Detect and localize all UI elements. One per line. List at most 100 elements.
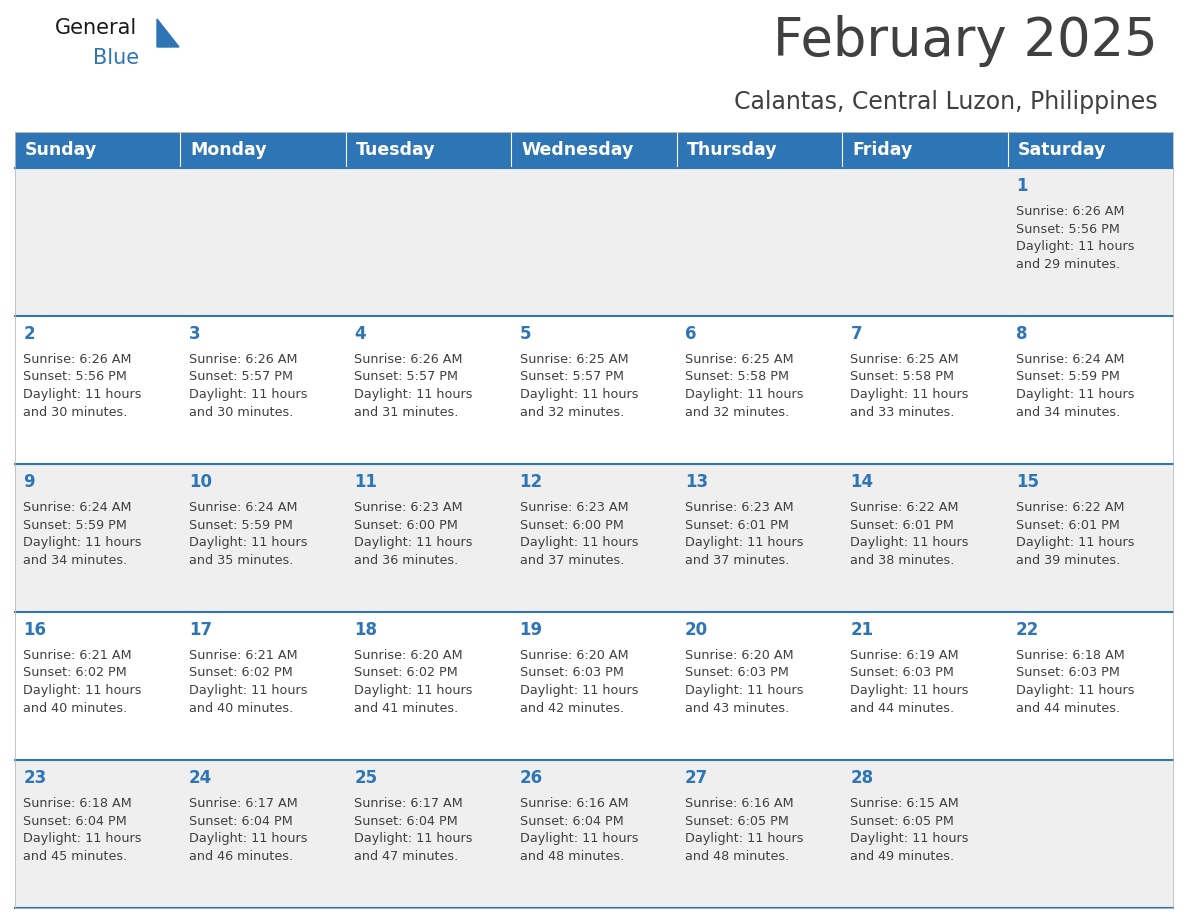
Bar xyxy=(511,464,677,612)
Text: Sunrise: 6:23 AM
Sunset: 6:00 PM
Daylight: 11 hours
and 37 minutes.: Sunrise: 6:23 AM Sunset: 6:00 PM Dayligh… xyxy=(519,501,638,566)
Text: 3: 3 xyxy=(189,325,201,343)
Text: Monday: Monday xyxy=(190,141,267,159)
Text: Friday: Friday xyxy=(852,141,912,159)
Bar xyxy=(15,760,181,908)
Bar xyxy=(346,168,511,316)
Bar xyxy=(842,168,1007,316)
Bar xyxy=(677,760,842,908)
Text: 17: 17 xyxy=(189,621,211,639)
Bar xyxy=(15,612,181,760)
Text: 18: 18 xyxy=(354,621,377,639)
Text: 26: 26 xyxy=(519,769,543,787)
Text: February 2025: February 2025 xyxy=(773,15,1158,67)
Bar xyxy=(15,316,181,464)
Text: 27: 27 xyxy=(685,769,708,787)
Bar xyxy=(346,612,511,760)
Text: 4: 4 xyxy=(354,325,366,343)
Text: 13: 13 xyxy=(685,473,708,491)
Text: 5: 5 xyxy=(519,325,531,343)
Text: 23: 23 xyxy=(24,769,46,787)
Bar xyxy=(842,464,1007,612)
Text: 15: 15 xyxy=(1016,473,1038,491)
Text: Calantas, Central Luzon, Philippines: Calantas, Central Luzon, Philippines xyxy=(734,90,1158,114)
Bar xyxy=(842,760,1007,908)
Text: 16: 16 xyxy=(24,621,46,639)
Polygon shape xyxy=(157,19,179,47)
Bar xyxy=(511,316,677,464)
Bar xyxy=(181,168,346,316)
Text: Sunrise: 6:18 AM
Sunset: 6:03 PM
Daylight: 11 hours
and 44 minutes.: Sunrise: 6:18 AM Sunset: 6:03 PM Dayligh… xyxy=(1016,649,1135,714)
Text: 7: 7 xyxy=(851,325,862,343)
Bar xyxy=(677,168,842,316)
Text: Saturday: Saturday xyxy=(1017,141,1106,159)
Text: General: General xyxy=(55,18,138,38)
Text: Sunrise: 6:20 AM
Sunset: 6:03 PM
Daylight: 11 hours
and 42 minutes.: Sunrise: 6:20 AM Sunset: 6:03 PM Dayligh… xyxy=(519,649,638,714)
Text: Sunrise: 6:22 AM
Sunset: 6:01 PM
Daylight: 11 hours
and 39 minutes.: Sunrise: 6:22 AM Sunset: 6:01 PM Dayligh… xyxy=(1016,501,1135,566)
Text: Sunrise: 6:16 AM
Sunset: 6:05 PM
Daylight: 11 hours
and 48 minutes.: Sunrise: 6:16 AM Sunset: 6:05 PM Dayligh… xyxy=(685,797,803,863)
Text: Wednesday: Wednesday xyxy=(522,141,633,159)
Text: 8: 8 xyxy=(1016,325,1028,343)
Bar xyxy=(511,760,677,908)
Bar xyxy=(15,132,181,168)
Text: Sunrise: 6:19 AM
Sunset: 6:03 PM
Daylight: 11 hours
and 44 minutes.: Sunrise: 6:19 AM Sunset: 6:03 PM Dayligh… xyxy=(851,649,969,714)
Text: 25: 25 xyxy=(354,769,378,787)
Bar xyxy=(677,132,842,168)
Text: 2: 2 xyxy=(24,325,34,343)
Text: Sunrise: 6:23 AM
Sunset: 6:01 PM
Daylight: 11 hours
and 37 minutes.: Sunrise: 6:23 AM Sunset: 6:01 PM Dayligh… xyxy=(685,501,803,566)
Bar xyxy=(346,132,511,168)
Bar xyxy=(677,612,842,760)
Bar xyxy=(842,612,1007,760)
Text: Sunrise: 6:21 AM
Sunset: 6:02 PM
Daylight: 11 hours
and 40 minutes.: Sunrise: 6:21 AM Sunset: 6:02 PM Dayligh… xyxy=(189,649,308,714)
Bar xyxy=(1007,168,1173,316)
Text: Sunrise: 6:26 AM
Sunset: 5:56 PM
Daylight: 11 hours
and 29 minutes.: Sunrise: 6:26 AM Sunset: 5:56 PM Dayligh… xyxy=(1016,205,1135,271)
Text: 22: 22 xyxy=(1016,621,1040,639)
Bar xyxy=(677,316,842,464)
Text: Sunrise: 6:18 AM
Sunset: 6:04 PM
Daylight: 11 hours
and 45 minutes.: Sunrise: 6:18 AM Sunset: 6:04 PM Dayligh… xyxy=(24,797,141,863)
Bar xyxy=(15,464,181,612)
Text: 9: 9 xyxy=(24,473,34,491)
Text: Sunrise: 6:17 AM
Sunset: 6:04 PM
Daylight: 11 hours
and 46 minutes.: Sunrise: 6:17 AM Sunset: 6:04 PM Dayligh… xyxy=(189,797,308,863)
Bar xyxy=(842,316,1007,464)
Text: Sunrise: 6:24 AM
Sunset: 5:59 PM
Daylight: 11 hours
and 34 minutes.: Sunrise: 6:24 AM Sunset: 5:59 PM Dayligh… xyxy=(1016,353,1135,419)
Bar xyxy=(1007,612,1173,760)
Text: 20: 20 xyxy=(685,621,708,639)
Text: 21: 21 xyxy=(851,621,873,639)
Bar xyxy=(677,464,842,612)
Text: 11: 11 xyxy=(354,473,377,491)
Text: 10: 10 xyxy=(189,473,211,491)
Text: Sunrise: 6:20 AM
Sunset: 6:02 PM
Daylight: 11 hours
and 41 minutes.: Sunrise: 6:20 AM Sunset: 6:02 PM Dayligh… xyxy=(354,649,473,714)
Bar xyxy=(346,760,511,908)
Bar xyxy=(181,612,346,760)
Bar xyxy=(1007,760,1173,908)
Bar xyxy=(511,612,677,760)
Text: 1: 1 xyxy=(1016,177,1028,195)
Text: Thursday: Thursday xyxy=(687,141,777,159)
Text: 28: 28 xyxy=(851,769,873,787)
Text: 24: 24 xyxy=(189,769,211,787)
Bar xyxy=(181,316,346,464)
Bar xyxy=(1007,316,1173,464)
Text: Sunrise: 6:17 AM
Sunset: 6:04 PM
Daylight: 11 hours
and 47 minutes.: Sunrise: 6:17 AM Sunset: 6:04 PM Dayligh… xyxy=(354,797,473,863)
Bar xyxy=(1007,464,1173,612)
Bar xyxy=(15,132,1173,908)
Text: Tuesday: Tuesday xyxy=(355,141,436,159)
Text: Sunrise: 6:26 AM
Sunset: 5:57 PM
Daylight: 11 hours
and 30 minutes.: Sunrise: 6:26 AM Sunset: 5:57 PM Dayligh… xyxy=(189,353,308,419)
Bar xyxy=(1007,132,1173,168)
Bar xyxy=(15,168,181,316)
Text: Sunrise: 6:24 AM
Sunset: 5:59 PM
Daylight: 11 hours
and 34 minutes.: Sunrise: 6:24 AM Sunset: 5:59 PM Dayligh… xyxy=(24,501,141,566)
Text: 12: 12 xyxy=(519,473,543,491)
Text: Sunday: Sunday xyxy=(25,141,97,159)
Bar xyxy=(181,760,346,908)
Text: Sunrise: 6:22 AM
Sunset: 6:01 PM
Daylight: 11 hours
and 38 minutes.: Sunrise: 6:22 AM Sunset: 6:01 PM Dayligh… xyxy=(851,501,969,566)
Text: Sunrise: 6:16 AM
Sunset: 6:04 PM
Daylight: 11 hours
and 48 minutes.: Sunrise: 6:16 AM Sunset: 6:04 PM Dayligh… xyxy=(519,797,638,863)
Text: Sunrise: 6:15 AM
Sunset: 6:05 PM
Daylight: 11 hours
and 49 minutes.: Sunrise: 6:15 AM Sunset: 6:05 PM Dayligh… xyxy=(851,797,969,863)
Text: Sunrise: 6:26 AM
Sunset: 5:56 PM
Daylight: 11 hours
and 30 minutes.: Sunrise: 6:26 AM Sunset: 5:56 PM Dayligh… xyxy=(24,353,141,419)
Text: Sunrise: 6:25 AM
Sunset: 5:58 PM
Daylight: 11 hours
and 32 minutes.: Sunrise: 6:25 AM Sunset: 5:58 PM Dayligh… xyxy=(685,353,803,419)
Bar xyxy=(181,132,346,168)
Bar xyxy=(181,464,346,612)
Bar xyxy=(346,316,511,464)
Text: Blue: Blue xyxy=(93,48,139,68)
Bar xyxy=(842,132,1007,168)
Bar xyxy=(511,132,677,168)
Text: Sunrise: 6:25 AM
Sunset: 5:58 PM
Daylight: 11 hours
and 33 minutes.: Sunrise: 6:25 AM Sunset: 5:58 PM Dayligh… xyxy=(851,353,969,419)
